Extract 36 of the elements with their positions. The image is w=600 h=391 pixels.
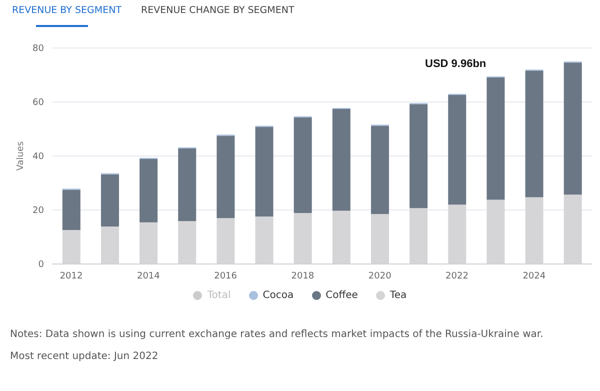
x-tick-label: 2024: [522, 271, 546, 282]
x-tick-label: 2020: [368, 271, 392, 282]
y-tick-label: 40: [32, 152, 44, 162]
bar: [178, 148, 196, 222]
text: REVENUE BY SEGMENT: [12, 5, 122, 16]
bar: [100, 174, 119, 226]
bar: [140, 158, 158, 222]
text: REVENUE CHANGE BY SEGMENT: [141, 5, 294, 16]
y-tick-label: 60: [32, 98, 44, 108]
bar: [564, 62, 582, 195]
bar: [410, 104, 428, 208]
bar: [448, 94, 466, 205]
legend-label: Total: [207, 290, 231, 301]
y-tick-label: 0: [38, 260, 44, 270]
y-axis-title: Values: [16, 140, 26, 171]
legend-label: Cocoa: [262, 290, 294, 301]
bar: [370, 126, 389, 214]
text: Notes: Data shown is using current exchange rates and reflects market impacts of the Russia-Ukraine war.: [10, 329, 544, 340]
legend-label: Tea: [390, 290, 407, 301]
bar: [294, 117, 312, 213]
x-tick-label: 2022: [446, 271, 468, 282]
x-tick-label: 2018: [291, 271, 314, 282]
bar: [62, 190, 80, 230]
x-tick-label: 2012: [60, 271, 83, 282]
bar: [486, 77, 505, 200]
y-tick-label: 80: [32, 44, 44, 54]
x-tick-label: 2016: [214, 271, 238, 282]
bar: [525, 70, 544, 198]
text: Most recent update: Jun 2022: [10, 351, 158, 362]
y-tick-label: 20: [32, 206, 44, 216]
annotation: USD 9.96bn: [425, 58, 486, 70]
x-tick-label: 2014: [136, 271, 160, 282]
bar: [216, 136, 235, 218]
bar: [332, 109, 350, 211]
bar: [255, 126, 274, 216]
legend-label: Coffee: [326, 290, 358, 301]
